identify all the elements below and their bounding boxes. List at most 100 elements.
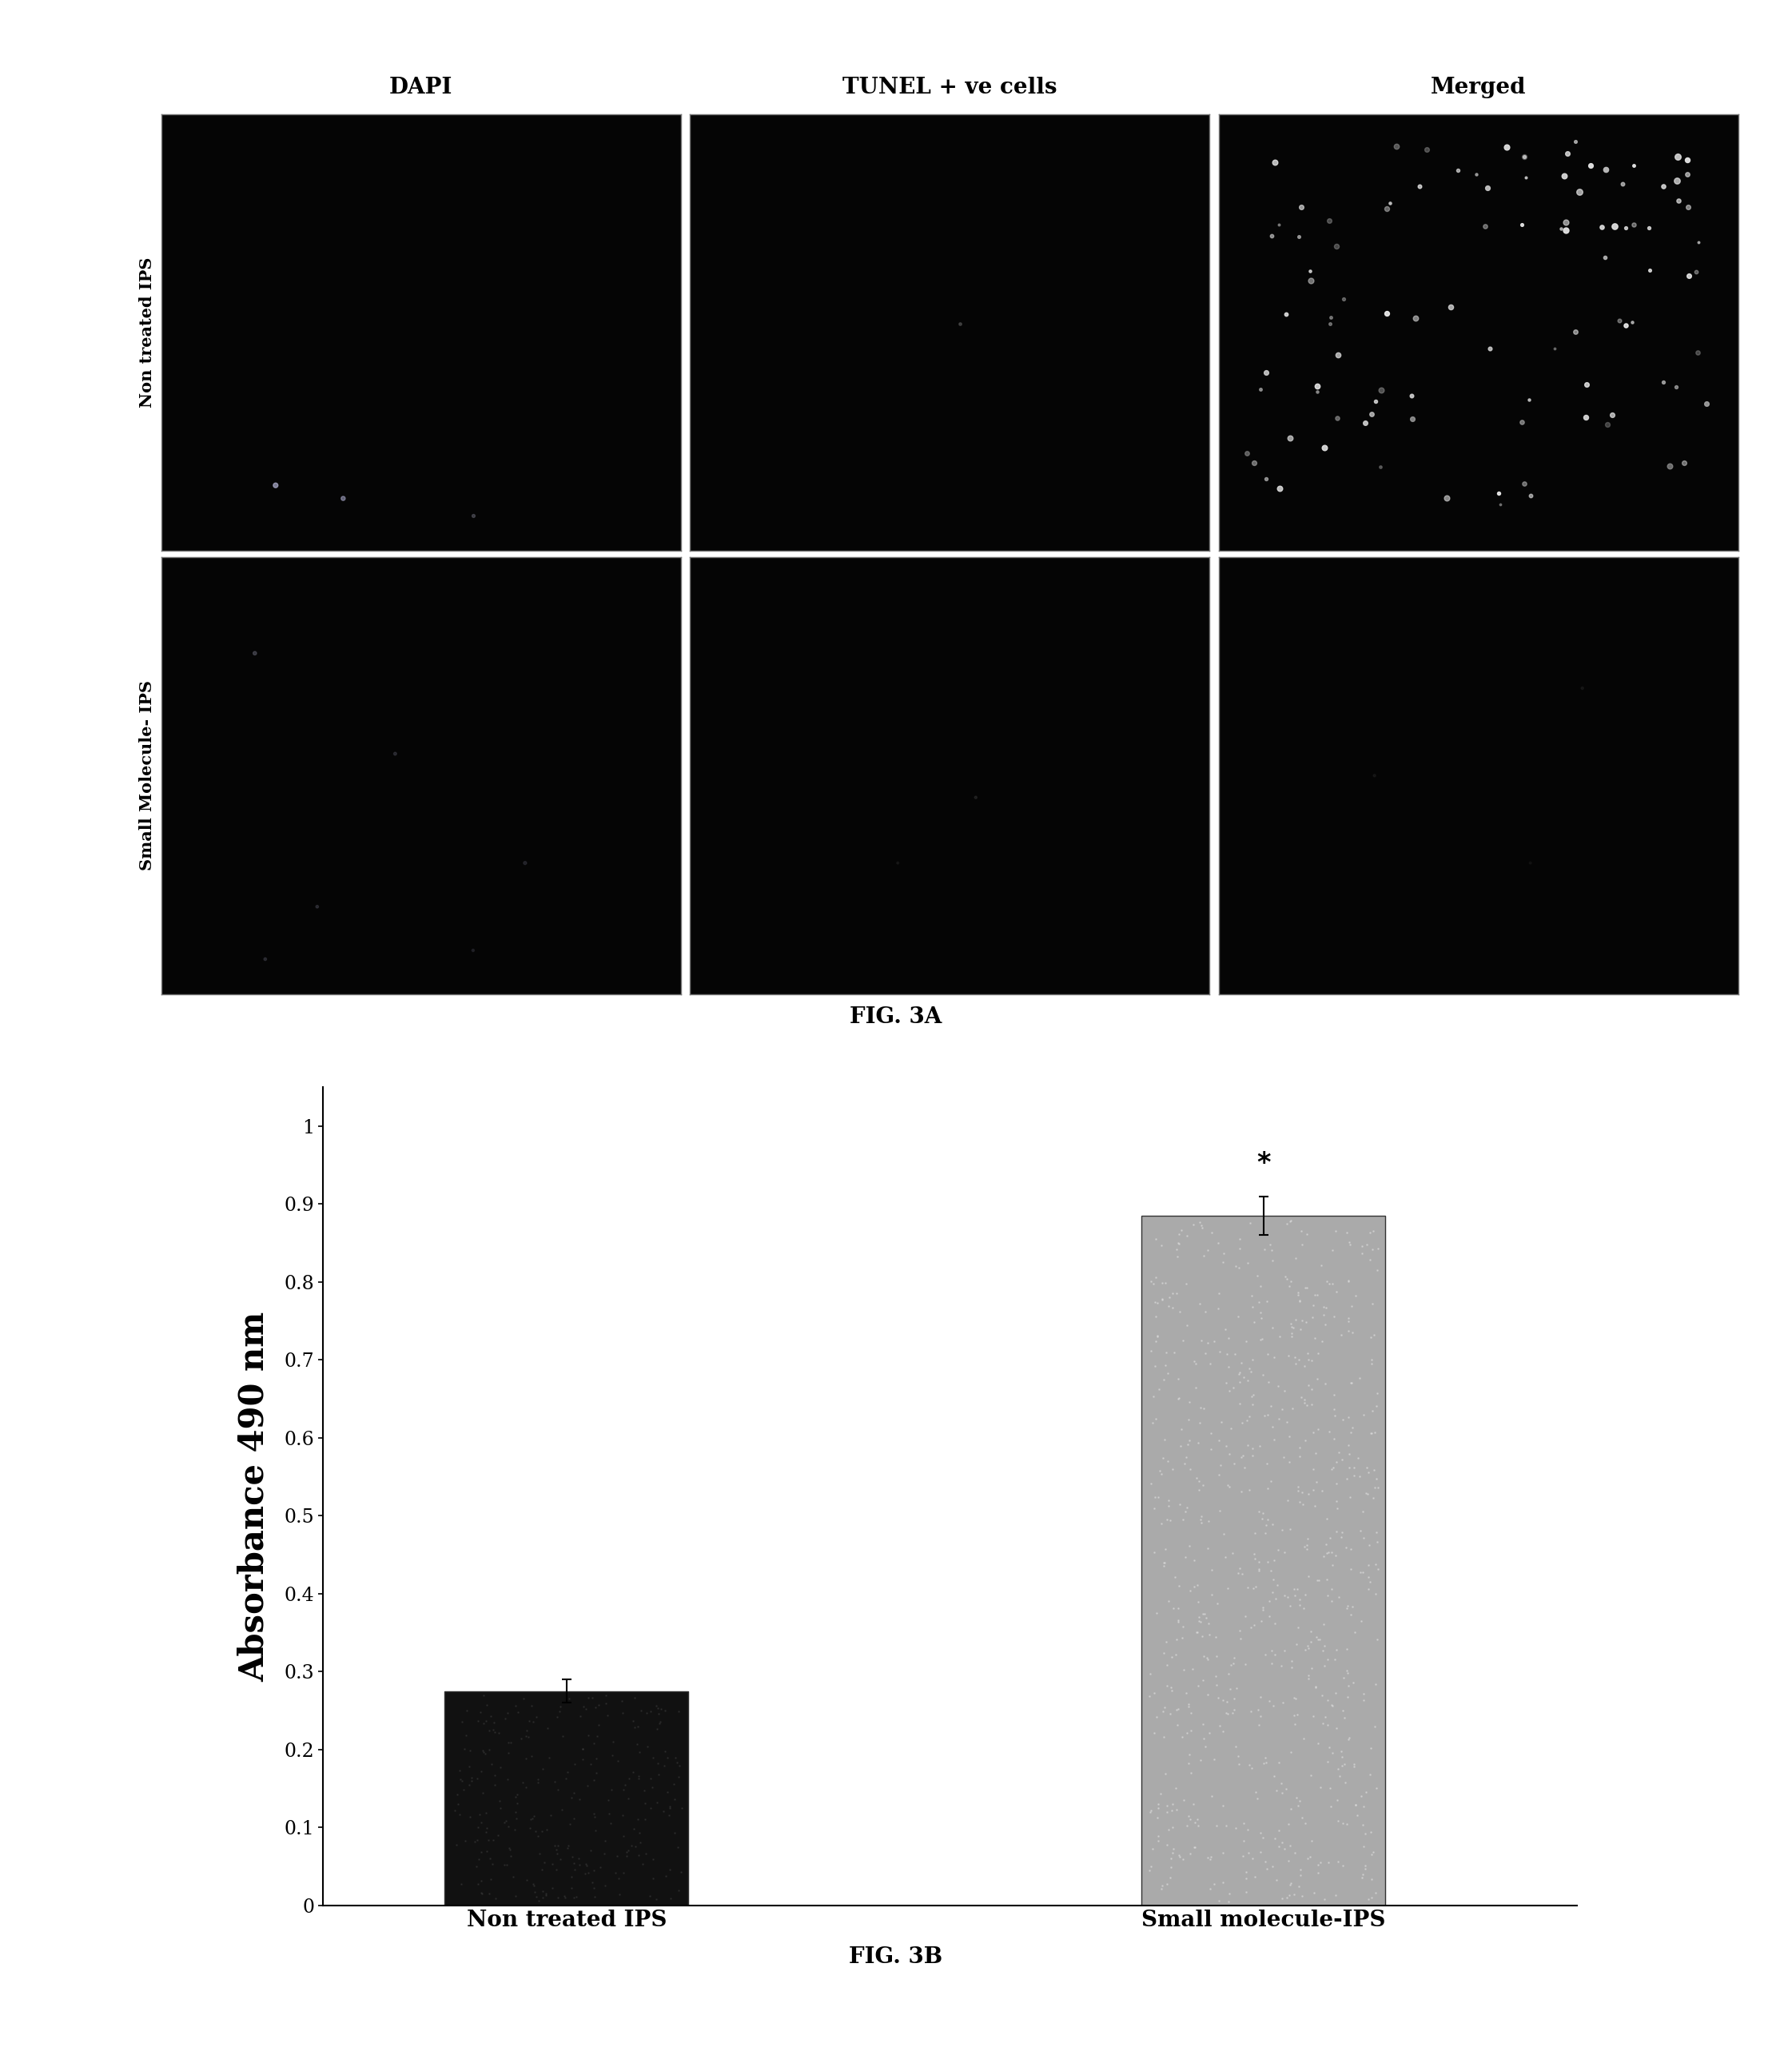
Point: [489, 1847, 518, 1880]
Point: [1165, 1381, 1193, 1414]
Point: [1317, 300, 1346, 333]
Point: [1349, 1789, 1378, 1822]
Point: [1192, 1338, 1220, 1371]
Point: [1552, 205, 1581, 238]
Point: [618, 1704, 647, 1738]
Point: [1292, 1533, 1321, 1566]
Point: [1156, 1862, 1185, 1895]
Point: [609, 1856, 638, 1889]
Point: [1314, 1746, 1342, 1779]
Point: [1355, 1216, 1383, 1249]
Point: [1195, 1843, 1224, 1876]
Point: [591, 1680, 620, 1713]
Point: [1143, 1791, 1172, 1825]
Point: [1314, 1709, 1342, 1742]
Point: [1303, 1727, 1331, 1760]
Point: [1161, 1232, 1190, 1265]
Point: [1260, 1607, 1288, 1640]
Point: [625, 1735, 654, 1769]
Point: [1195, 1872, 1224, 1905]
Point: [1276, 1878, 1305, 1912]
Point: [525, 1885, 554, 1918]
Point: [1256, 1228, 1285, 1261]
Point: [1290, 1591, 1319, 1624]
Point: [1283, 1698, 1312, 1731]
Point: [659, 1816, 688, 1849]
Point: [1271, 1535, 1299, 1568]
Point: [471, 1738, 500, 1771]
Point: [516, 1804, 545, 1837]
Point: [1217, 1649, 1245, 1682]
Point: [1226, 1613, 1254, 1646]
Point: [622, 1727, 650, 1760]
Point: [511, 847, 539, 880]
Point: [1262, 1775, 1290, 1808]
Point: [470, 1707, 498, 1740]
Point: [1149, 1441, 1177, 1475]
Point: [647, 1692, 676, 1725]
Point: [1186, 1205, 1215, 1238]
Point: [577, 1866, 606, 1899]
Point: [1179, 1787, 1208, 1820]
Point: [667, 1856, 695, 1889]
Point: [1349, 1678, 1378, 1711]
Point: [1333, 1305, 1362, 1338]
Point: [1322, 1491, 1351, 1524]
Point: [1288, 1802, 1317, 1835]
Text: FIG. 3B: FIG. 3B: [849, 1947, 943, 1967]
Point: [1258, 220, 1287, 253]
Point: [1353, 1477, 1382, 1510]
Point: [1197, 1779, 1226, 1812]
Point: [591, 1825, 620, 1858]
Point: [554, 1831, 582, 1864]
Point: [1210, 1684, 1238, 1717]
Point: [1274, 1446, 1303, 1479]
Point: [1322, 1446, 1351, 1479]
Point: [1228, 1557, 1256, 1591]
Point: [1326, 1735, 1355, 1769]
Point: [1561, 315, 1590, 348]
Point: [1201, 1866, 1229, 1899]
Point: [475, 1876, 504, 1909]
Point: [1272, 298, 1301, 331]
Point: [1444, 153, 1473, 186]
Point: [636, 1694, 665, 1727]
Point: [652, 1860, 681, 1893]
Point: [1201, 1659, 1229, 1692]
Point: [656, 1791, 685, 1825]
Point: [1337, 1290, 1366, 1323]
Point: [1511, 162, 1539, 195]
Point: [581, 1764, 609, 1798]
Point: [455, 1800, 484, 1833]
Point: [1176, 1528, 1204, 1562]
Point: [1183, 1810, 1211, 1843]
Point: [582, 1719, 611, 1752]
Point: [1235, 1352, 1263, 1385]
Point: [1294, 1630, 1322, 1663]
Point: [561, 1748, 590, 1781]
Point: [638, 1862, 667, 1895]
Text: Small Molecule- IPS: Small Molecule- IPS: [140, 681, 154, 870]
Point: [1204, 1885, 1233, 1918]
Point: [1346, 1514, 1374, 1547]
Point: [1326, 1758, 1355, 1791]
Point: [1244, 1694, 1272, 1727]
Point: [1287, 1313, 1315, 1346]
Point: [1197, 1578, 1226, 1611]
Point: [448, 1704, 477, 1738]
Point: [1258, 1690, 1287, 1723]
Point: [1258, 1232, 1287, 1265]
Point: [615, 1835, 643, 1868]
Point: [1210, 1518, 1238, 1551]
Point: [1312, 1367, 1340, 1400]
Point: [1281, 1303, 1310, 1336]
Point: [643, 1785, 672, 1818]
Point: [1213, 1321, 1242, 1354]
Point: [1204, 1423, 1233, 1456]
Point: [1251, 356, 1279, 389]
Point: [1190, 1723, 1219, 1756]
Point: [1674, 191, 1702, 224]
Point: [1351, 1816, 1380, 1849]
Point: [471, 1796, 500, 1829]
Point: [1222, 1812, 1251, 1845]
